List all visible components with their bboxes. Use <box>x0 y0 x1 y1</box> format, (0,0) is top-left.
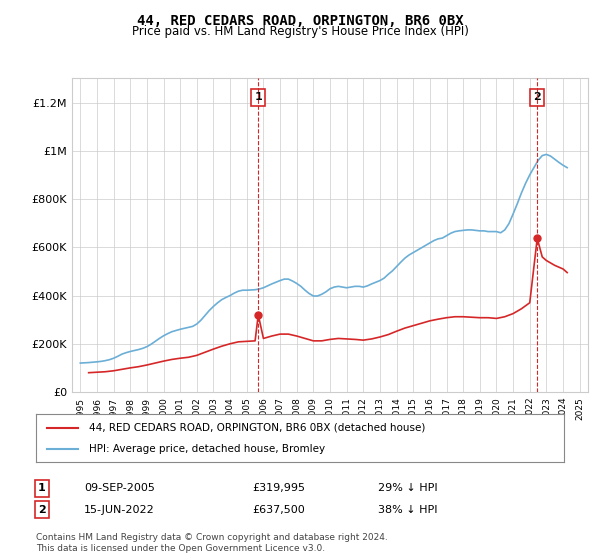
Text: 44, RED CEDARS ROAD, ORPINGTON, BR6 0BX: 44, RED CEDARS ROAD, ORPINGTON, BR6 0BX <box>137 14 463 28</box>
Text: 2: 2 <box>38 505 46 515</box>
Text: HPI: Average price, detached house, Bromley: HPI: Average price, detached house, Brom… <box>89 444 325 454</box>
Text: 15-JUN-2022: 15-JUN-2022 <box>84 505 155 515</box>
Text: Price paid vs. HM Land Registry's House Price Index (HPI): Price paid vs. HM Land Registry's House … <box>131 25 469 38</box>
Text: 29% ↓ HPI: 29% ↓ HPI <box>378 483 437 493</box>
Text: 1: 1 <box>38 483 46 493</box>
Text: £319,995: £319,995 <box>252 483 305 493</box>
Text: Contains HM Land Registry data © Crown copyright and database right 2024.
This d: Contains HM Land Registry data © Crown c… <box>36 534 388 553</box>
Text: £637,500: £637,500 <box>252 505 305 515</box>
Text: 09-SEP-2005: 09-SEP-2005 <box>84 483 155 493</box>
Text: 2: 2 <box>533 92 541 102</box>
Text: 1: 1 <box>254 92 262 102</box>
Text: 44, RED CEDARS ROAD, ORPINGTON, BR6 0BX (detached house): 44, RED CEDARS ROAD, ORPINGTON, BR6 0BX … <box>89 423 425 433</box>
Text: 38% ↓ HPI: 38% ↓ HPI <box>378 505 437 515</box>
